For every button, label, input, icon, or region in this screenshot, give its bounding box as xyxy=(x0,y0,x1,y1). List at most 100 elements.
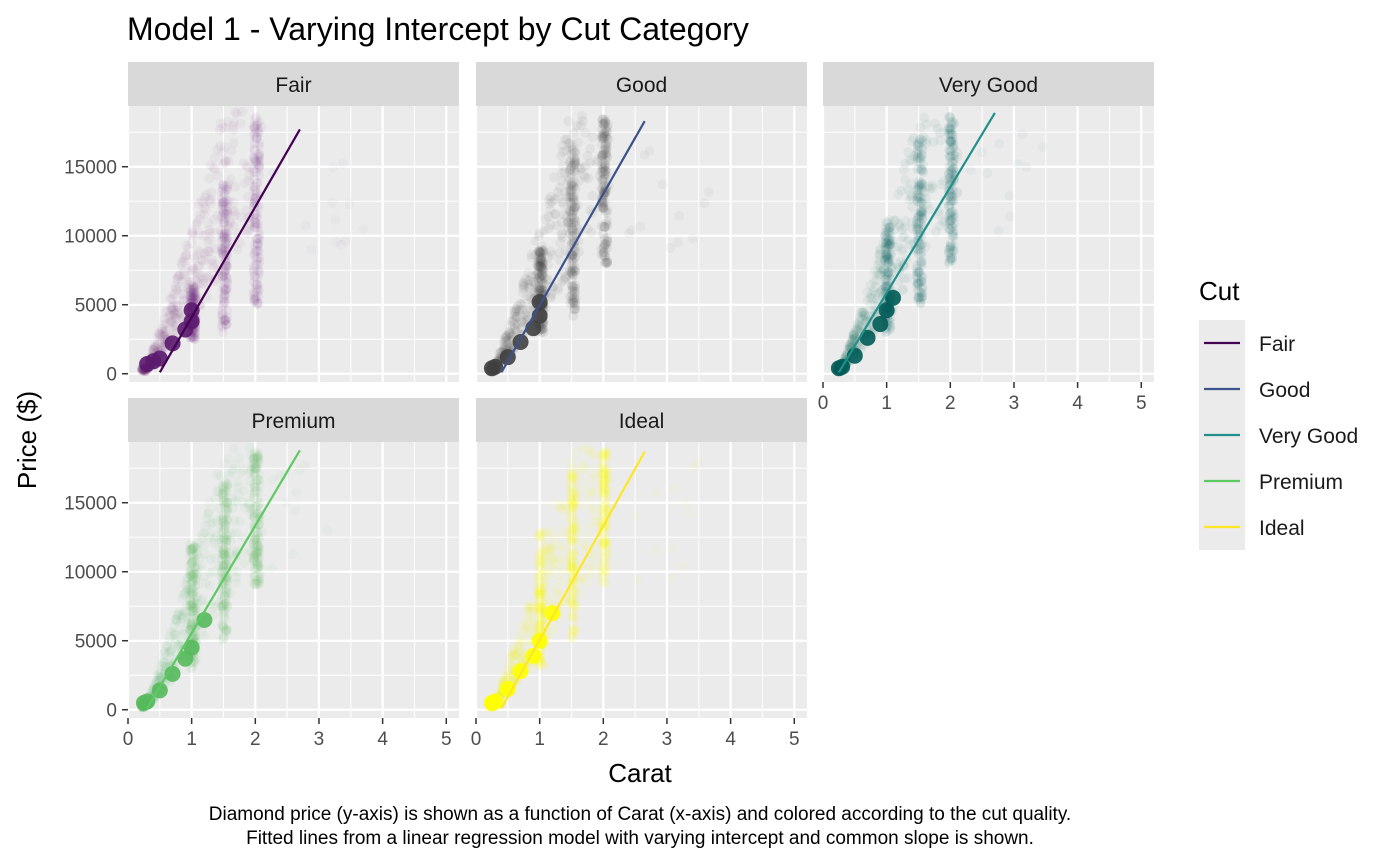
data-point xyxy=(220,212,231,223)
data-point xyxy=(583,530,594,541)
y-axis-title: Price ($) xyxy=(12,391,42,489)
data-point xyxy=(176,610,187,621)
data-point xyxy=(569,152,580,163)
data-point xyxy=(597,517,608,528)
data-point xyxy=(916,247,927,258)
data-point xyxy=(219,290,230,301)
data-point xyxy=(197,274,208,285)
data-point xyxy=(599,540,610,551)
data-point xyxy=(880,241,891,252)
data-point xyxy=(532,589,543,600)
data-point xyxy=(209,164,220,175)
data-point xyxy=(598,242,609,253)
data-point xyxy=(178,607,189,618)
data-point xyxy=(917,291,928,302)
data-point xyxy=(164,646,175,657)
data-point xyxy=(579,539,590,550)
data-point xyxy=(171,310,182,321)
data-point xyxy=(155,669,166,680)
data-point xyxy=(882,232,893,243)
data-point xyxy=(538,659,549,670)
data-point xyxy=(570,220,581,231)
data-point xyxy=(532,608,543,619)
data-point xyxy=(220,614,231,625)
data-point xyxy=(857,310,868,321)
data-point xyxy=(899,231,910,242)
data-point xyxy=(206,194,217,205)
data-point xyxy=(251,255,262,266)
data-point xyxy=(251,461,262,472)
data-point xyxy=(199,527,210,538)
data-point xyxy=(935,127,946,138)
data-point xyxy=(560,556,571,567)
data-point xyxy=(225,470,236,481)
data-point xyxy=(188,598,199,609)
data-point xyxy=(251,534,262,545)
data-point xyxy=(552,283,563,294)
data-point xyxy=(948,154,959,165)
data-point xyxy=(532,260,543,271)
data-point xyxy=(209,534,220,545)
data-point xyxy=(545,537,556,548)
data-point xyxy=(599,538,610,549)
data-point xyxy=(568,182,579,193)
data-point xyxy=(542,251,553,262)
data-point xyxy=(220,289,231,300)
data-point xyxy=(553,285,564,296)
data-point xyxy=(601,465,612,476)
data-point xyxy=(916,165,927,176)
data-point xyxy=(575,164,586,175)
data-point xyxy=(163,655,174,666)
data-point xyxy=(601,446,612,457)
data-point xyxy=(220,184,231,195)
data-point xyxy=(190,287,201,298)
data-point xyxy=(217,244,228,255)
data-point xyxy=(221,234,232,245)
data-point xyxy=(879,265,890,276)
data-point xyxy=(221,261,232,272)
data-point xyxy=(571,446,582,457)
data-point xyxy=(567,225,578,236)
data-point xyxy=(566,515,577,526)
data-point xyxy=(532,269,543,280)
data-point xyxy=(559,501,570,512)
data-point xyxy=(222,239,233,250)
data-point xyxy=(533,231,544,242)
data-point xyxy=(249,277,260,288)
data-point xyxy=(947,231,958,242)
data-point xyxy=(567,610,578,621)
data-point xyxy=(250,534,261,545)
data-point xyxy=(219,626,230,637)
data-point xyxy=(205,160,216,171)
data-point xyxy=(219,611,230,622)
data-point xyxy=(915,297,926,308)
data-point xyxy=(181,240,192,251)
data-point xyxy=(190,291,201,302)
data-point xyxy=(601,257,612,268)
data-point xyxy=(597,129,608,140)
data-point xyxy=(889,224,900,235)
data-point xyxy=(600,526,611,537)
data-point xyxy=(567,589,578,600)
data-point xyxy=(898,164,909,175)
data-point xyxy=(566,267,577,278)
data-point xyxy=(253,233,264,244)
panel-very-good: Very Good xyxy=(821,62,1154,382)
data-point xyxy=(904,155,915,166)
data-point xyxy=(913,224,924,235)
data-point xyxy=(665,242,676,253)
data-point xyxy=(521,618,532,629)
data-point xyxy=(164,335,181,352)
data-point xyxy=(248,153,259,164)
points xyxy=(137,106,267,377)
data-point xyxy=(558,197,569,208)
data-point xyxy=(164,318,175,329)
data-point xyxy=(574,528,585,539)
data-point xyxy=(947,129,958,140)
data-point xyxy=(565,566,576,577)
data-point xyxy=(913,245,924,256)
data-point xyxy=(567,555,578,566)
data-point xyxy=(566,558,577,569)
panel-ideal: Ideal xyxy=(474,398,807,718)
data-point xyxy=(897,285,908,296)
